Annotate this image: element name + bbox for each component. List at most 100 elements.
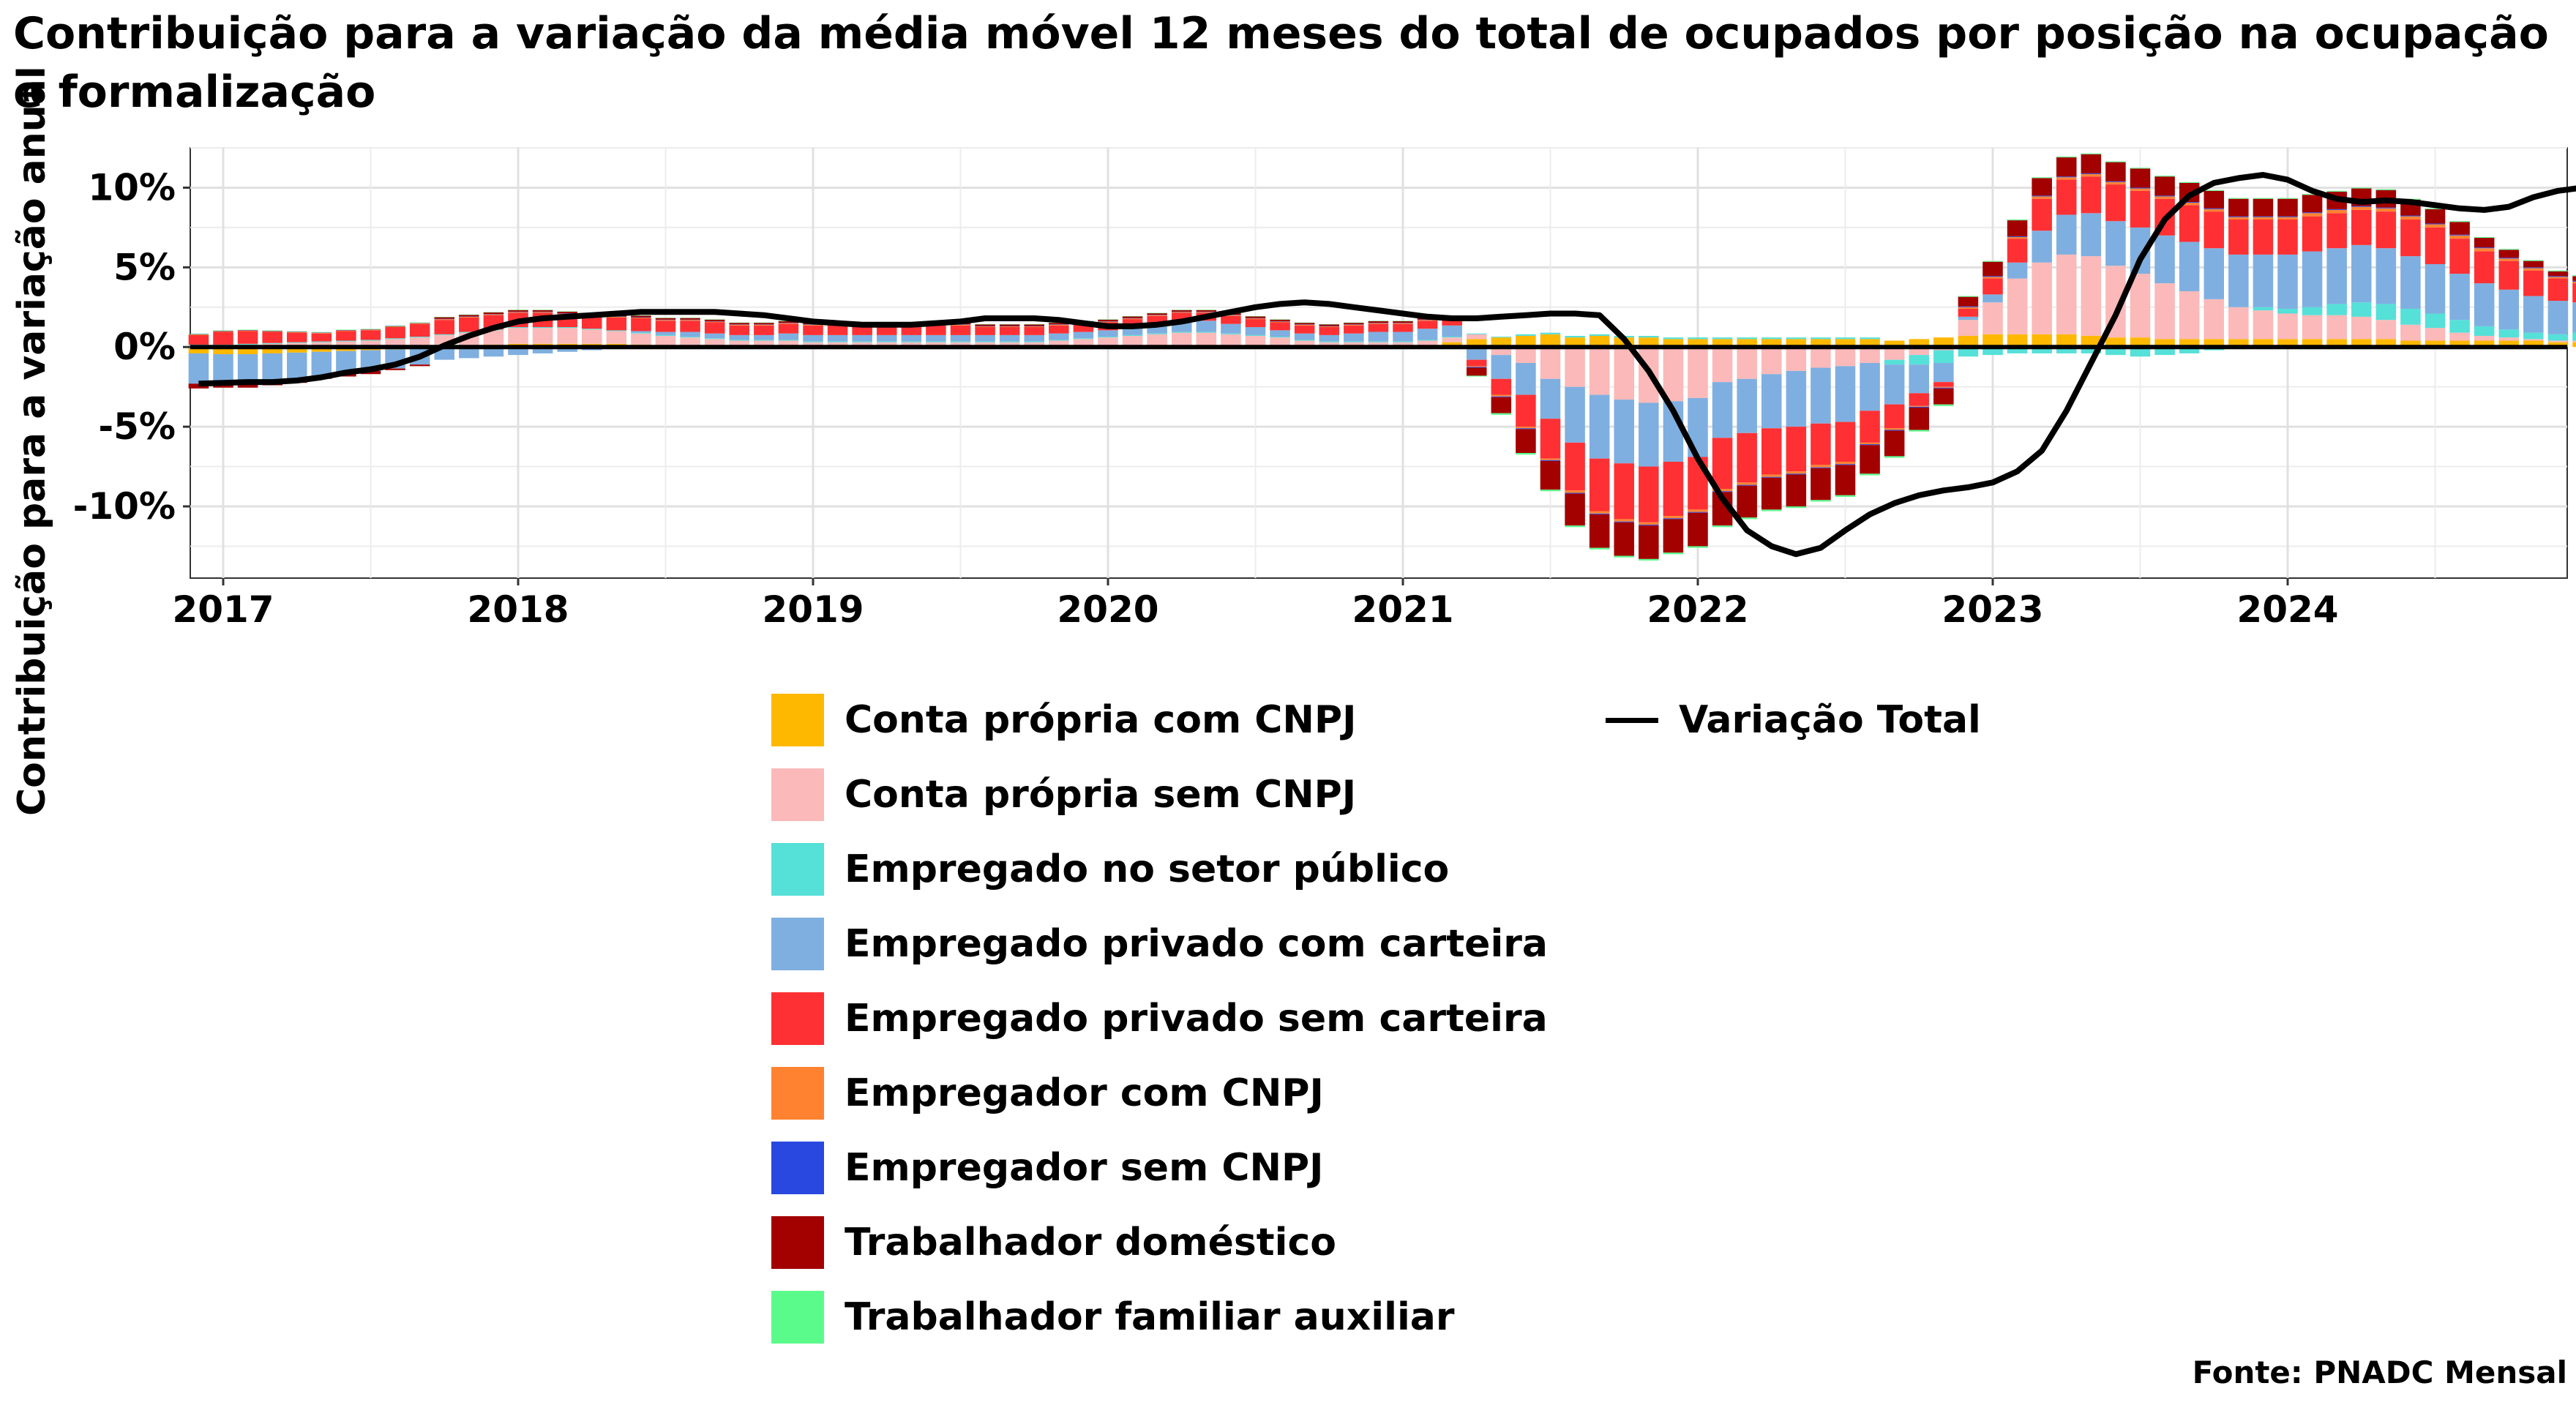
bar-segment: [1122, 315, 1143, 317]
bar-segment: [2228, 198, 2249, 217]
bar-segment: [2302, 339, 2323, 348]
bar-segment: [1122, 335, 1143, 346]
bar-segment: [2154, 176, 2175, 196]
bar-segment: [2007, 236, 2028, 237]
bar-segment: [1516, 394, 1536, 427]
bar-segment: [1688, 546, 1708, 548]
bar-segment: [2547, 277, 2569, 279]
bar-segment: [999, 326, 1020, 327]
bar-segment: [1712, 339, 1733, 348]
bar-segment: [1245, 316, 1266, 318]
bar-segment: [2375, 211, 2397, 249]
bar-segment: [2130, 188, 2151, 191]
bar-segment: [409, 323, 430, 324]
bar-segment: [1737, 517, 1757, 520]
bar-segment: [2056, 176, 2077, 178]
bar-segment: [237, 329, 258, 331]
bar-segment: [1344, 342, 1364, 346]
bar-segment: [655, 319, 676, 321]
bar-segment: [286, 352, 307, 378]
bar-segment: [2351, 244, 2372, 303]
bar-segment: [2007, 278, 2028, 334]
bar-segment: [483, 347, 504, 357]
bar-segment: [2130, 168, 2151, 188]
bar-segment: [336, 341, 356, 348]
bar-segment: [1171, 310, 1192, 312]
bar-segment: [2474, 251, 2495, 284]
bar-segment: [1565, 442, 1585, 491]
bar-segment: [2326, 213, 2347, 249]
bar-segment: [1319, 334, 1340, 342]
bar-segment: [2572, 340, 2576, 342]
bar-segment: [1958, 316, 1979, 321]
bar-segment: [606, 331, 627, 344]
bar-segment: [2523, 270, 2544, 296]
bar-segment: [2523, 339, 2544, 341]
bar-segment: [2253, 310, 2274, 340]
bar-segment: [2474, 238, 2495, 248]
bar-segment: [1294, 333, 1315, 340]
bar-segment: [2547, 340, 2569, 342]
bar-segment: [1688, 339, 1708, 348]
bar-segment: [483, 314, 504, 315]
bar-segment: [876, 325, 897, 335]
bar-segment: [2474, 248, 2495, 252]
bar-segment: [2032, 195, 2052, 197]
bar-segment: [1884, 359, 1905, 365]
bar-segment: [1245, 327, 1266, 335]
bar-segment: [1933, 386, 1954, 388]
bar-segment: [1982, 261, 2003, 277]
bar-segment: [2130, 274, 2151, 338]
bar-segment: [2302, 194, 2323, 195]
bar-segment: [704, 339, 725, 346]
bar-segment: [1860, 337, 1880, 340]
bar-segment: [2007, 334, 2028, 348]
bar-segment: [1565, 525, 1585, 528]
y-tick-label: -10%: [73, 485, 176, 528]
bar-segment: [1319, 327, 1340, 335]
bar-segment: [2228, 220, 2249, 255]
bar-segment: [2547, 301, 2569, 334]
bar-segment: [2326, 339, 2347, 348]
bar-segment: [999, 334, 1020, 342]
bar-segment: [1786, 471, 1807, 474]
bar-segment: [1589, 511, 1610, 514]
bar-segment: [852, 325, 872, 335]
source-caption: Fonte: PNADC Mensal: [2192, 1355, 2567, 1390]
bar-segment: [434, 334, 455, 335]
bar-segment: [2302, 212, 2323, 214]
chart-title: Contribuição para a variação da média mó…: [13, 8, 2549, 118]
bar-segment: [2204, 339, 2225, 348]
bar-segment: [1860, 445, 1880, 474]
bar-segment: [1368, 342, 1389, 346]
bar-segment: [1688, 509, 1708, 512]
bar-segment: [729, 323, 750, 325]
bar-segment: [1122, 327, 1143, 335]
bar-segment: [1933, 363, 1954, 383]
bar-segment: [1786, 473, 1807, 475]
bar-segment: [1737, 347, 1757, 379]
bar-segment: [557, 313, 577, 314]
bar-segment: [778, 323, 799, 334]
bar-segment: [606, 330, 627, 331]
bar-segment: [459, 347, 479, 359]
bar-segment: [237, 331, 258, 344]
bar-segment: [1294, 324, 1315, 325]
bar-segment: [1982, 302, 2003, 334]
bar-segment: [2572, 280, 2576, 282]
bar-segment: [2375, 339, 2397, 348]
bar-segment: [1614, 347, 1635, 400]
bar-segment: [1712, 382, 1733, 438]
bar-segment: [631, 332, 651, 334]
bar-segment: [2425, 340, 2446, 348]
bar-segment: [2032, 347, 2052, 353]
bar-segment: [975, 334, 995, 342]
bar-segment: [1270, 337, 1290, 346]
bar-segment: [2351, 187, 2372, 189]
bar-segment: [2302, 315, 2323, 340]
bar-segment: [508, 327, 528, 329]
bar-segment: [2056, 347, 2077, 353]
bar-segment: [778, 323, 799, 324]
bar-segment: [459, 331, 479, 333]
